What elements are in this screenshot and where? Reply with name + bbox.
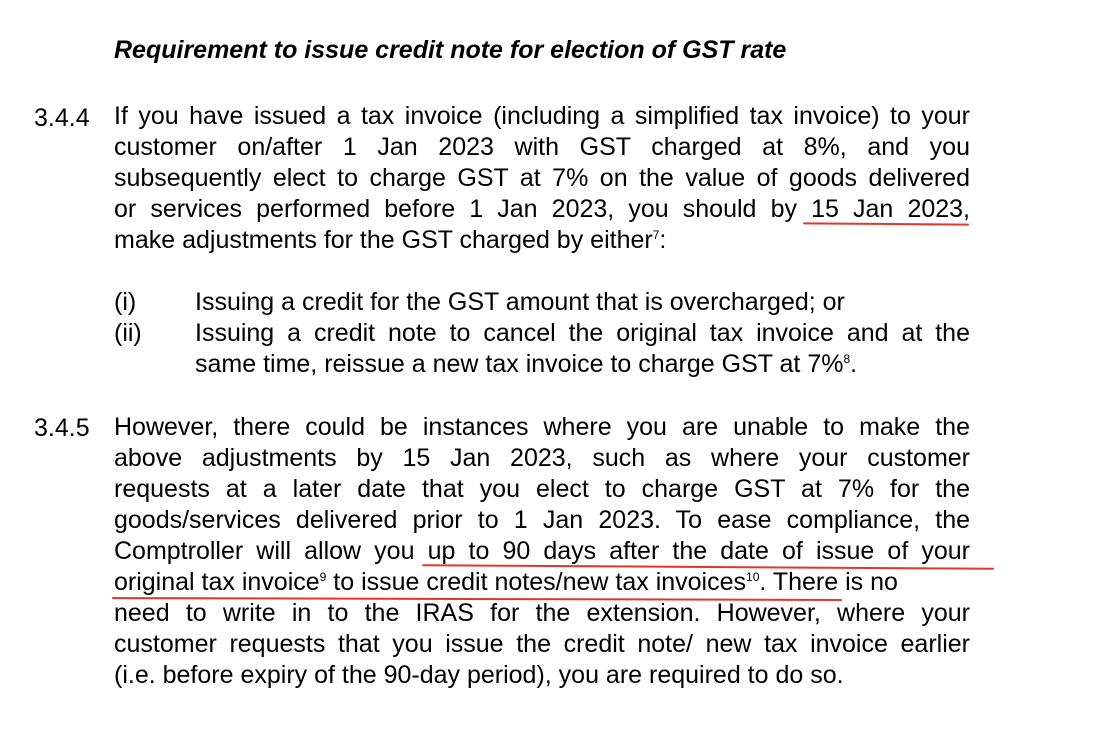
footnote-ref: 8 [843, 352, 851, 366]
footnote-ref: 7 [652, 228, 660, 242]
footnote-ref: 9 [319, 570, 327, 584]
paragraph-number-3-4-4: 3.4.4 [34, 104, 90, 132]
list-item-line: Issuing a credit for the GST amount that… [195, 288, 845, 316]
paragraph-line: customer requests that you issue the cre… [114, 630, 970, 658]
paragraph-text: to issue credit notes/new tax invoices [326, 568, 747, 596]
paragraph-punctuation: : [659, 226, 667, 254]
paragraph-text: original tax invoice [114, 568, 320, 596]
paragraph-line: goods/services delivered prior to 1 Jan … [114, 506, 970, 534]
section-heading: Requirement to issue credit note for ele… [114, 36, 787, 64]
list-item-punctuation: . [850, 350, 858, 378]
list-item-line: Issuing a credit note to cancel the orig… [195, 319, 970, 347]
paragraph-line: If you have issued a tax invoice (includ… [114, 102, 970, 130]
paragraph-line: or services performed before 1 Jan 2023,… [114, 195, 970, 223]
footnote-ref: 10 [746, 570, 760, 584]
paragraph-line: subsequently elect to charge GST at 7% o… [114, 164, 970, 192]
paragraph-line: need to write in to the IRAS for the ext… [114, 599, 970, 627]
paragraph-text: . There is no [759, 568, 898, 596]
list-item-text: same time, reissue a new tax invoice to … [195, 350, 844, 378]
paragraph-line: requests at a later date that you elect … [114, 475, 970, 503]
list-marker: (ii) [114, 319, 142, 347]
paragraph-line: (i.e. before expiry of the 90-day period… [114, 661, 844, 689]
paragraph-number-3-4-5: 3.4.5 [34, 414, 90, 442]
paragraph-line: original tax invoice9 to issue credit no… [114, 567, 970, 598]
list-marker: (i) [114, 288, 137, 316]
paragraph-line: Comptroller will allow you up to 90 days… [114, 537, 970, 565]
paragraph-text: make adjustments for the GST charged by … [114, 226, 653, 254]
red-underline-annotation [802, 222, 970, 226]
paragraph-line: make adjustments for the GST charged by … [114, 225, 666, 256]
paragraph-line: above adjustments by 15 Jan 2023, such a… [114, 444, 970, 472]
list-item-line: same time, reissue a new tax invoice to … [195, 349, 857, 380]
paragraph-line: However, there could be instances where … [114, 413, 970, 441]
paragraph-line: customer on/after 1 Jan 2023 with GST ch… [114, 133, 970, 161]
